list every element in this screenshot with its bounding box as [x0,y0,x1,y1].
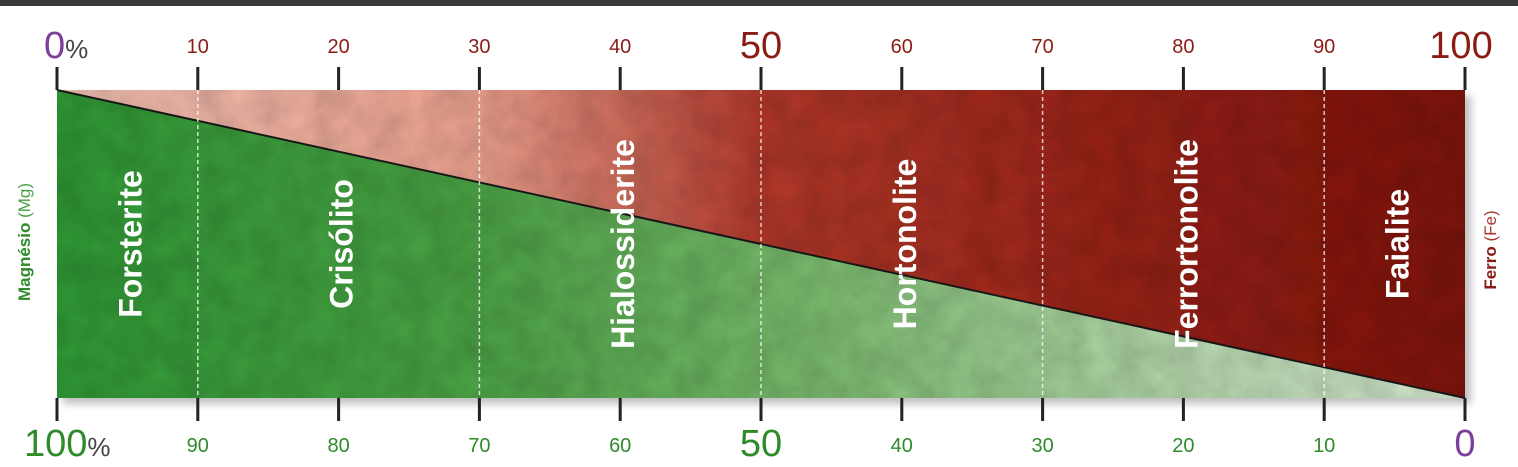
iron-axis-label: Ferro (Fe) [1481,210,1500,289]
tick-label: 100 [1429,25,1492,67]
tick-label: 10 [1313,435,1335,457]
tick-label: 50 [740,423,782,465]
top-border [0,0,1518,6]
fe-zero-label: 0% [44,25,88,67]
bottom-ticks: 90 80 70 60 50 40 30 20 10 0 [55,398,1476,465]
tick-label: 70 [1031,36,1053,58]
mineral-label: Hortonolite [887,159,923,330]
tick-label: 80 [1172,36,1194,58]
tick-label: 70 [468,435,490,457]
tick-label: 60 [891,36,913,58]
mineral-label: Ferrortonolite [1168,139,1204,349]
tick-label: 40 [609,36,631,58]
mineral-label: Faialite [1380,189,1416,299]
tick-label: 90 [1313,36,1335,58]
mineral-label: Hialossiderite [605,139,641,349]
tick-label: 90 [187,435,209,457]
tick-label: 20 [327,36,349,58]
mineral-label: Forsterite [112,170,148,318]
tick-label: 30 [1031,435,1053,457]
dividers [197,90,1325,398]
tick-label: 0 [1454,423,1475,465]
mg-hundred-label: 100% [24,423,111,465]
tick-label: 10 [187,36,209,58]
mineral-label: Crisólito [324,179,360,309]
tick-label: 20 [1172,435,1194,457]
tick-label: 30 [468,36,490,58]
mineral-labels: Forsterite Crisólito Hialossiderite Hortono… [112,139,1415,349]
tick-label: 80 [327,435,349,457]
magnesium-axis-label: Magnésio (Mg) [15,183,34,301]
tick-label: 40 [891,435,913,457]
tick-label: 50 [740,25,782,67]
tick-label: 60 [609,435,631,457]
top-ticks: 10 20 30 40 50 60 70 80 90 100 [55,25,1493,90]
